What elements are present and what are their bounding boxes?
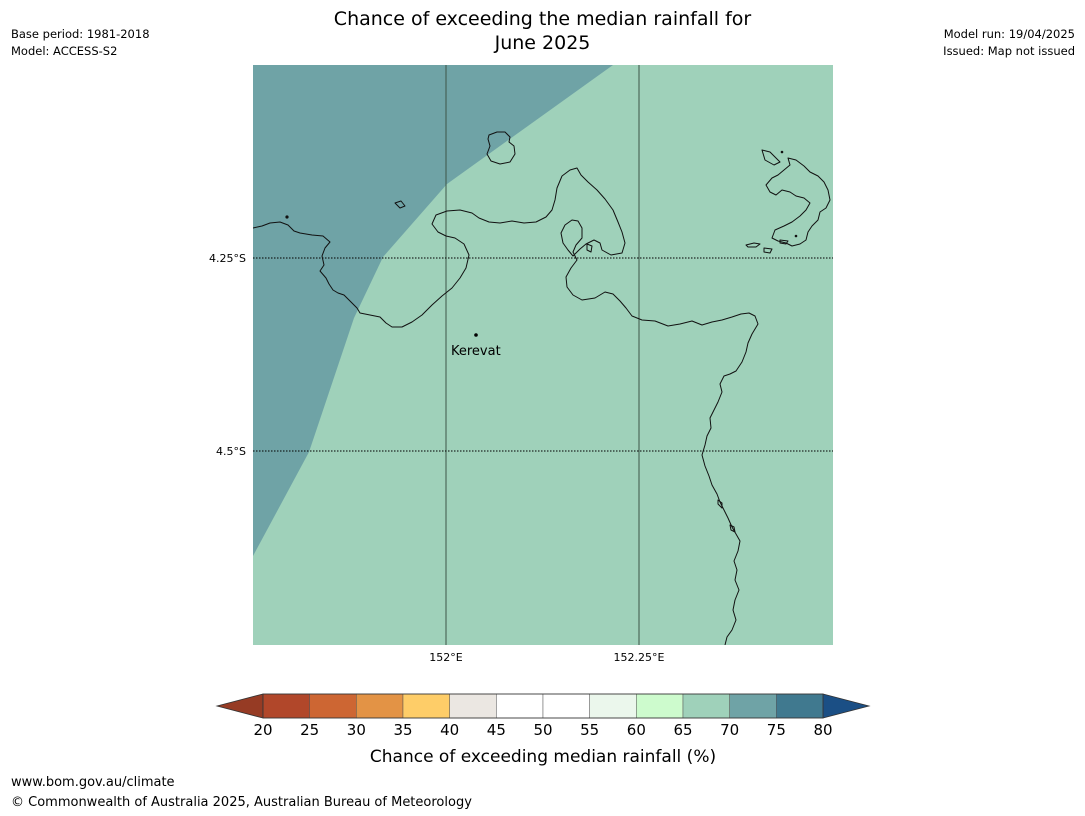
colorbar-tick-label: 30 <box>347 721 366 739</box>
lon-label-152-25: 152.25°E <box>614 651 665 664</box>
model-name: Model: ACCESS-S2 <box>11 44 118 58</box>
colorbar-segment <box>402 693 450 719</box>
issued-status: Issued: Map not issued <box>943 44 1075 58</box>
colorbar-segment <box>542 693 590 719</box>
colorbar-segments <box>262 693 824 719</box>
colorbar-segment <box>496 693 544 719</box>
colorbar-under-triangle <box>215 693 264 719</box>
islet <box>285 215 289 219</box>
colorbar-over-triangle <box>822 693 871 719</box>
map-area: Kerevat <box>253 65 833 645</box>
colorbar-tick-label: 25 <box>300 721 319 739</box>
kerevat-marker <box>474 333 478 337</box>
colorbar-segment <box>729 693 777 719</box>
base-period: Base period: 1981-2018 <box>11 27 150 41</box>
colorbar: 20 25 30 35 40 45 50 55 60 65 70 75 80 Chance of exc… <box>215 693 871 767</box>
islet <box>794 234 798 238</box>
kerevat-label: Kerevat <box>451 344 501 359</box>
colorbar-ticks: 20 25 30 35 40 45 50 55 60 65 70 75 80 <box>253 721 832 739</box>
colorbar-tick-label: 80 <box>813 721 832 739</box>
lon-label-152: 152°E <box>429 651 462 664</box>
footer-copyright: © Commonwealth of Australia 2025, Austra… <box>11 795 472 810</box>
colorbar-segment <box>682 693 730 719</box>
colorbar-tick-label: 55 <box>580 721 599 739</box>
meta-left: Base period: 1981-2018 Model: ACCESS-S2 <box>11 26 150 60</box>
colorbar-label: Chance of exceeding median rainfall (%) <box>370 747 716 767</box>
meta-right: Model run: 19/04/2025 Issued: Map not is… <box>943 26 1075 60</box>
colorbar-tick-label: 20 <box>253 721 272 739</box>
lat-label-4-25: 4.25°S <box>209 252 246 265</box>
map-title: Chance of exceeding the median rainfall … <box>0 7 1085 55</box>
coastline <box>253 131 831 645</box>
region-upper-band <box>253 65 613 556</box>
colorbar-tick-label: 60 <box>627 721 646 739</box>
colorbar-tick-label: 75 <box>767 721 786 739</box>
colorbar-segment <box>636 693 684 719</box>
colorbar-outline <box>262 693 824 719</box>
colorbar-segment <box>356 693 404 719</box>
footer-url: www.bom.gov.au/climate <box>11 775 175 790</box>
lat-label-4-5: 4.5°S <box>216 445 246 458</box>
colorbar-segment <box>262 693 310 719</box>
colorbar-tick-label: 45 <box>487 721 506 739</box>
colorbar-segment <box>589 693 637 719</box>
colorbar-tick-label: 40 <box>440 721 459 739</box>
colorbar-tick-label: 65 <box>673 721 692 739</box>
colorbar-tick-label: 35 <box>393 721 412 739</box>
islet <box>780 150 784 154</box>
colorbar-tick-label: 50 <box>533 721 552 739</box>
model-run: Model run: 19/04/2025 <box>943 27 1075 41</box>
colorbar-segment <box>449 693 497 719</box>
colorbar-tick-label: 70 <box>720 721 739 739</box>
title-line-2: June 2025 <box>494 32 591 54</box>
title-line-1: Chance of exceeding the median rainfall … <box>333 8 752 30</box>
colorbar-segment <box>776 693 824 719</box>
colorbar-segment <box>309 693 357 719</box>
